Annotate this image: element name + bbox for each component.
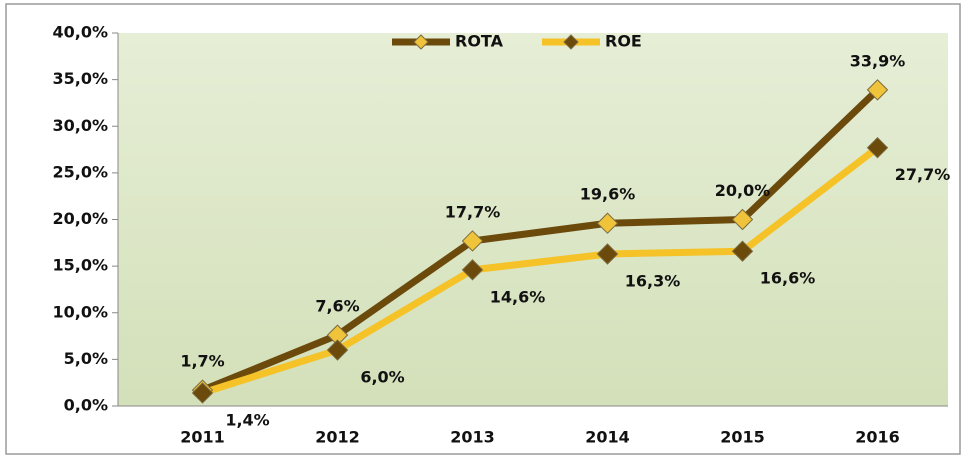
- data-label: 27,7%: [895, 165, 951, 184]
- y-tick-label: 5,0%: [64, 349, 108, 368]
- marker: [461, 259, 484, 281]
- x-tick-label: 2016: [855, 428, 900, 447]
- data-label: 16,6%: [760, 269, 816, 288]
- marker: [731, 240, 754, 262]
- x-tick-label: 2012: [315, 428, 360, 447]
- legend-marker: [563, 34, 579, 50]
- y-tick-label: 30,0%: [52, 116, 108, 135]
- data-label: 17,7%: [445, 202, 501, 221]
- data-label: 16,3%: [625, 272, 681, 291]
- marker: [866, 136, 889, 159]
- marker: [731, 208, 754, 231]
- x-tick-label: 2013: [450, 428, 495, 447]
- series-line: [201, 87, 880, 394]
- y-tick-label: 15,0%: [52, 256, 108, 275]
- x-tick-label: 2014: [585, 428, 630, 447]
- marker: [596, 212, 619, 234]
- data-label: 7,6%: [315, 297, 359, 316]
- legend-label: ROTA: [455, 32, 504, 51]
- marker: [461, 230, 484, 252]
- marker: [326, 339, 349, 361]
- y-tick-label: 40,0%: [52, 23, 108, 42]
- y-tick-label: 0,0%: [64, 396, 108, 415]
- data-label: 1,4%: [225, 410, 269, 429]
- plot-area: [118, 33, 948, 406]
- legend-marker: [413, 34, 429, 50]
- marker: [191, 382, 214, 404]
- x-tick-label: 2011: [180, 428, 225, 447]
- data-label: 14,6%: [490, 287, 546, 306]
- y-tick-label: 25,0%: [52, 162, 108, 181]
- marker: [866, 79, 889, 101]
- data-label: 1,7%: [180, 352, 224, 371]
- data-label: 6,0%: [360, 368, 404, 387]
- y-tick-label: 20,0%: [52, 209, 108, 228]
- y-tick-label: 10,0%: [52, 302, 108, 321]
- series-line: [201, 144, 880, 397]
- marker: [596, 243, 619, 265]
- x-tick-label: 2015: [720, 428, 765, 447]
- data-label: 20,0%: [715, 181, 771, 200]
- legend-label: ROE: [605, 32, 642, 51]
- y-tick-label: 35,0%: [52, 69, 108, 88]
- data-label: 33,9%: [850, 51, 906, 70]
- data-label: 19,6%: [580, 185, 636, 204]
